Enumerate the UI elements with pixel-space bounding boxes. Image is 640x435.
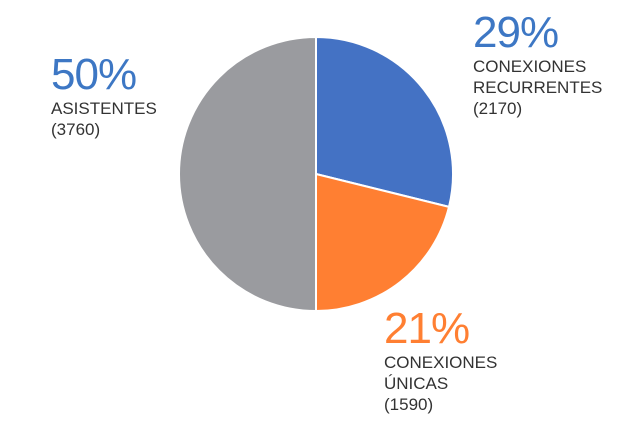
label-asistentes: 50% ASISTENTES (3760) (51, 52, 157, 140)
label-recurrentes: 29% CONEXIONES RECURRENTES (2170) (473, 10, 602, 119)
label-recurrentes-line-3: (2170) (473, 99, 523, 118)
label-asistentes-line-2: (3760) (51, 120, 101, 139)
pie-slice-recurrentes (315, 36, 454, 208)
label-unicas-line-1: CONEXIONES (384, 353, 498, 372)
label-recurrentes-line-1: CONEXIONES (473, 57, 587, 76)
label-unicas: 21% CONEXIONES ÚNICAS (1590) (384, 306, 497, 415)
percent-unicas: 21% (384, 304, 470, 353)
percent-recurrentes: 29% (473, 8, 559, 57)
label-asistentes-line-1: ASISTENTES (51, 99, 157, 118)
label-unicas-line-3: (1590) (384, 395, 434, 414)
label-recurrentes-line-2: RECURRENTES (473, 78, 603, 97)
pie-slice-asistentes (178, 36, 317, 312)
percent-asistentes: 50% (51, 50, 137, 99)
label-unicas-line-2: ÚNICAS (384, 374, 449, 393)
pie-slice-unicas (315, 173, 450, 312)
